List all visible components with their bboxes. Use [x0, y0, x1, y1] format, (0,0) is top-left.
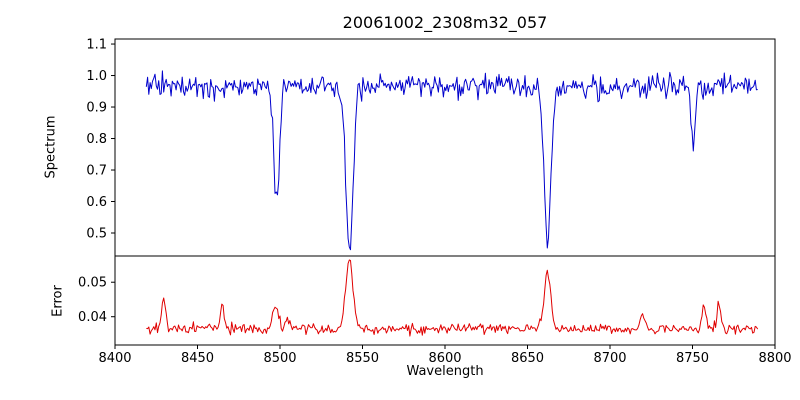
chart-title: 20061002_2308m32_057 — [342, 13, 548, 32]
x-tick-label: 8550 — [346, 351, 379, 366]
error-y-tick-label: 0.05 — [78, 276, 107, 291]
spectrum-y-tick-label: 0.9 — [86, 101, 107, 116]
error-y-tick-label: 0.04 — [78, 310, 107, 325]
x-tick-label: 8500 — [263, 351, 296, 366]
spectrum-y-tick-label: 0.8 — [86, 132, 107, 147]
spectrum-panel-border — [114, 38, 776, 257]
spectrum-y-tick-label: 0.6 — [86, 195, 107, 210]
spectrum-y-tick-label: 0.5 — [86, 227, 107, 242]
error-panel-border — [114, 255, 776, 346]
spectrum-y-tick-label: 0.7 — [86, 164, 107, 179]
x-tick-label: 8650 — [511, 351, 544, 366]
x-tick-label: 8750 — [676, 351, 709, 366]
x-tick-label: 8400 — [98, 351, 131, 366]
x-tick-label: 8800 — [758, 351, 791, 366]
x-tick-label: 8600 — [428, 351, 461, 366]
spectrum-series — [145, 70, 758, 251]
x-tick-label: 8450 — [181, 351, 214, 366]
x-axis-label: Wavelength — [406, 364, 484, 379]
spectrum-y-tick-label: 1.0 — [86, 69, 107, 84]
spectrum-y-tick-label: 1.1 — [86, 38, 107, 53]
error-series — [146, 259, 759, 337]
x-tick-label: 8700 — [593, 351, 626, 366]
